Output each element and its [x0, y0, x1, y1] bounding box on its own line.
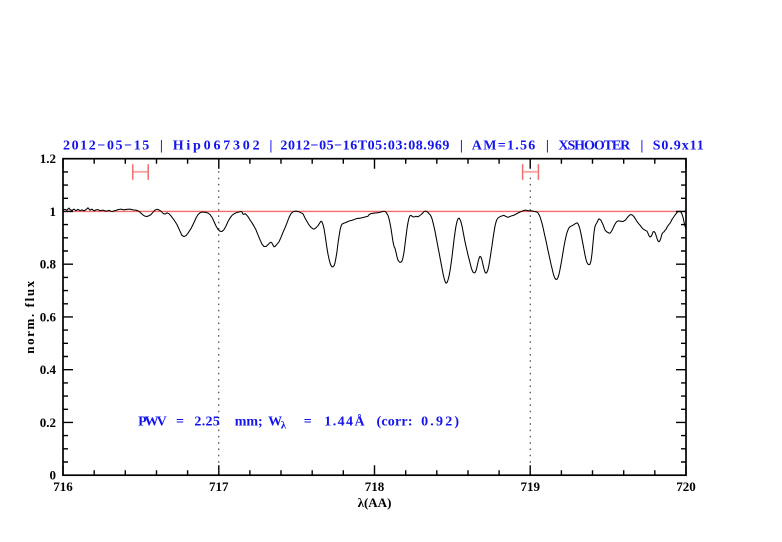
svg-text:718: 718 — [365, 479, 385, 494]
svg-text:0: 0 — [50, 468, 57, 483]
svg-text:0.4: 0.4 — [40, 362, 57, 377]
svg-text:716: 716 — [53, 479, 73, 494]
svg-text:0.6: 0.6 — [40, 309, 57, 324]
svg-text:720: 720 — [676, 479, 696, 494]
svg-text:719: 719 — [520, 479, 540, 494]
svg-text:1: 1 — [50, 204, 57, 219]
svg-text:1.2: 1.2 — [40, 151, 56, 166]
svg-text:norm. flux: norm. flux — [22, 279, 37, 354]
svg-text:0.8: 0.8 — [40, 257, 57, 272]
svg-text:717: 717 — [209, 479, 229, 494]
svg-text:0.2: 0.2 — [40, 415, 56, 430]
svg-text:2012−05−15|Hip067302|2012−05−1: 2012−05−15 | Hip067302 | 2012−05−16T05:03:08… — [63, 138, 704, 153]
svg-text:λ(AA): λ(AA) — [358, 495, 392, 510]
